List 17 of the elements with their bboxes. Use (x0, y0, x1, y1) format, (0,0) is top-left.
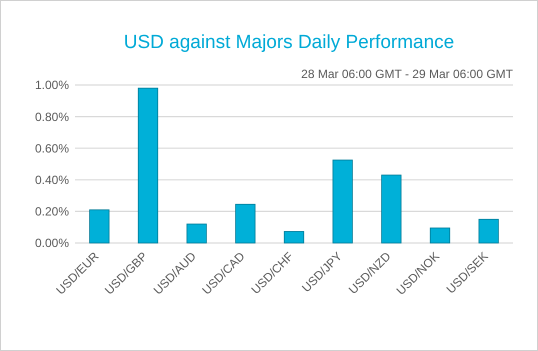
chart-title: USD against Majors Daily Performance (124, 32, 454, 53)
bar (478, 218, 499, 244)
chart-subtitle: 28 Mar 06:00 GMT - 29 Mar 06:00 GMT (301, 67, 514, 81)
bar (138, 88, 158, 244)
bar (235, 204, 256, 244)
y-tick-label: 0.40% (34, 173, 70, 187)
bar (381, 174, 402, 244)
y-tick-label: 0.60% (34, 141, 70, 156)
bar (284, 231, 304, 244)
y-tick-label: 0.80% (34, 110, 70, 124)
y-tick-label: 0.20% (34, 204, 70, 219)
bar (430, 228, 450, 244)
bar (186, 224, 207, 244)
bar (332, 160, 353, 244)
y-tick-label: 0.00% (34, 236, 70, 250)
bar (89, 209, 110, 244)
y-tick-label: 1.00% (34, 78, 70, 92)
